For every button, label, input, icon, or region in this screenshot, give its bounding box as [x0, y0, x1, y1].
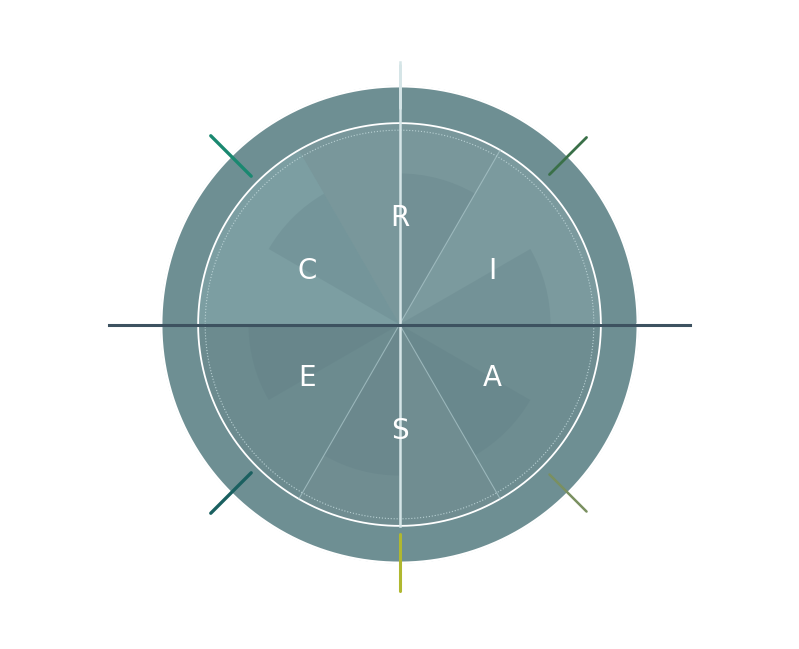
Circle shape	[198, 123, 601, 526]
Wedge shape	[400, 173, 475, 324]
Circle shape	[161, 86, 638, 563]
Wedge shape	[299, 123, 500, 324]
Wedge shape	[268, 193, 400, 324]
Wedge shape	[324, 324, 400, 476]
Wedge shape	[198, 150, 400, 324]
Wedge shape	[400, 324, 531, 456]
Text: E: E	[298, 364, 316, 392]
Text: R: R	[390, 204, 409, 232]
Text: A: A	[483, 364, 502, 392]
Wedge shape	[400, 249, 551, 324]
Wedge shape	[400, 324, 601, 499]
Text: C: C	[297, 257, 316, 285]
Wedge shape	[400, 150, 601, 324]
Wedge shape	[299, 324, 500, 526]
Text: S: S	[391, 417, 408, 445]
Wedge shape	[248, 324, 400, 400]
Wedge shape	[198, 324, 400, 499]
Text: I: I	[488, 257, 496, 285]
